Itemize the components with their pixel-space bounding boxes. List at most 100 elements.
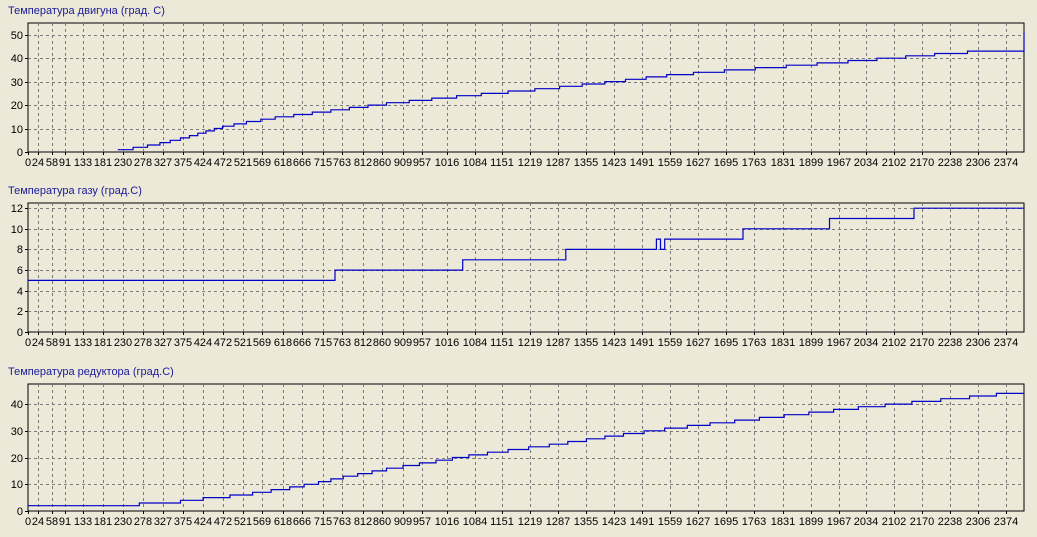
x-tick-label: 1016 bbox=[435, 516, 459, 528]
x-tick-label: 1695 bbox=[714, 157, 738, 169]
x-tick-label: 618 bbox=[274, 337, 292, 349]
x-tick-label: 521 bbox=[234, 516, 252, 528]
x-tick-label: 472 bbox=[214, 516, 232, 528]
x-tick-label: 715 bbox=[314, 337, 332, 349]
x-tick-label: 278 bbox=[134, 157, 152, 169]
x-tick-label: 2238 bbox=[938, 337, 962, 349]
x-tick-label: 91 bbox=[59, 157, 71, 169]
x-tick-label: 569 bbox=[253, 516, 271, 528]
x-tick-label: 230 bbox=[114, 516, 132, 528]
x-tick-label: 2374 bbox=[994, 516, 1018, 528]
x-tick-label: 230 bbox=[114, 157, 132, 169]
x-tick-label: 1151 bbox=[490, 516, 514, 528]
x-tick-label: 181 bbox=[94, 337, 112, 349]
x-tick-label: 424 bbox=[194, 157, 212, 169]
x-tick-label: 2374 bbox=[994, 337, 1018, 349]
x-tick-label: 1899 bbox=[799, 516, 823, 528]
x-tick-label: 909 bbox=[394, 516, 412, 528]
y-tick-label: 0 bbox=[17, 147, 23, 159]
x-tick-label: 1899 bbox=[799, 337, 823, 349]
x-tick-label: 1491 bbox=[630, 516, 654, 528]
chart-gas-temperature: 0 24 58 91 133 181 230 278 327 375 424 472 521 569 618… bbox=[11, 202, 1025, 349]
x-tick-label: 2034 bbox=[854, 337, 878, 349]
y-tick-label: 40 bbox=[11, 399, 23, 411]
x-tick-label: 1084 bbox=[463, 516, 487, 528]
x-tick-label: 1355 bbox=[574, 157, 598, 169]
x-tick-label: 327 bbox=[154, 516, 172, 528]
x-tick-label: 0 bbox=[25, 157, 31, 169]
x-tick-label: 1287 bbox=[546, 337, 570, 349]
x-tick-label: 1559 bbox=[658, 337, 682, 349]
x-tick-label: 2238 bbox=[938, 516, 962, 528]
x-tick-label: 181 bbox=[94, 157, 112, 169]
x-tick-label: 812 bbox=[354, 157, 372, 169]
x-tick-label: 860 bbox=[373, 337, 391, 349]
x-tick-label: 1084 bbox=[463, 337, 487, 349]
x-tick-label: 1967 bbox=[827, 157, 851, 169]
x-tick-label: 91 bbox=[59, 337, 71, 349]
x-tick-label: 1763 bbox=[742, 157, 766, 169]
x-tick-label: 1016 bbox=[435, 337, 459, 349]
x-tick-label: 860 bbox=[373, 157, 391, 169]
x-tick-label: 909 bbox=[394, 337, 412, 349]
y-tick-label: 4 bbox=[17, 286, 23, 298]
y-tick-label: 40 bbox=[11, 53, 23, 65]
y-tick-label: 0 bbox=[17, 506, 23, 518]
x-tick-label: 521 bbox=[234, 157, 252, 169]
plot-area bbox=[27, 22, 1025, 153]
x-tick-label: 327 bbox=[154, 337, 172, 349]
x-tick-label: 2034 bbox=[854, 157, 878, 169]
x-tick-label: 1423 bbox=[602, 516, 626, 528]
y-tick-label: 10 bbox=[11, 224, 23, 236]
x-tick-label: 2306 bbox=[966, 157, 990, 169]
x-tick-label: 666 bbox=[293, 516, 311, 528]
y-tick-label: 12 bbox=[11, 203, 23, 215]
x-tick-label: 181 bbox=[94, 516, 112, 528]
x-tick-label: 1559 bbox=[658, 157, 682, 169]
x-tick-label: 24 bbox=[32, 157, 44, 169]
x-tick-label: 24 bbox=[32, 516, 44, 528]
x-tick-label: 1491 bbox=[630, 157, 654, 169]
x-tick-label: 91 bbox=[59, 516, 71, 528]
x-tick-label: 230 bbox=[114, 337, 132, 349]
x-tick-label: 763 bbox=[333, 516, 351, 528]
x-tick-label: 618 bbox=[274, 157, 292, 169]
x-tick-label: 2306 bbox=[966, 516, 990, 528]
y-tick-label: 2 bbox=[17, 306, 23, 318]
x-tick-label: 375 bbox=[174, 516, 192, 528]
x-tick-label: 1695 bbox=[714, 337, 738, 349]
x-tick-label: 2170 bbox=[910, 337, 934, 349]
plot-area bbox=[27, 202, 1025, 333]
x-tick-label: 2306 bbox=[966, 337, 990, 349]
x-tick-label: 957 bbox=[413, 516, 431, 528]
x-tick-label: 424 bbox=[194, 337, 212, 349]
x-tick-label: 1831 bbox=[771, 337, 795, 349]
x-tick-label: 375 bbox=[174, 157, 192, 169]
series-line bbox=[28, 207, 1024, 281]
x-tick-label: 1831 bbox=[771, 516, 795, 528]
x-tick-label: 1016 bbox=[435, 157, 459, 169]
x-tick-label: 24 bbox=[32, 337, 44, 349]
x-tick-label: 1491 bbox=[630, 337, 654, 349]
chart-title-gas: Температура газу (град.С) bbox=[8, 185, 142, 197]
x-tick-label: 2170 bbox=[910, 157, 934, 169]
x-tick-label: 133 bbox=[74, 157, 92, 169]
x-tick-label: 763 bbox=[333, 337, 351, 349]
chart-engine-temperature: 0 24 58 91 133 181 230 278 327 375 424 472 521 569 618… bbox=[11, 22, 1025, 169]
series-line bbox=[117, 32, 1025, 151]
x-tick-label: 375 bbox=[174, 337, 192, 349]
x-tick-label: 1355 bbox=[574, 516, 598, 528]
x-tick-label: 1423 bbox=[602, 337, 626, 349]
x-tick-label: 1287 bbox=[546, 157, 570, 169]
y-tick-label: 8 bbox=[17, 244, 23, 256]
x-tick-label: 957 bbox=[413, 157, 431, 169]
x-tick-label: 1695 bbox=[714, 516, 738, 528]
x-tick-label: 1763 bbox=[742, 516, 766, 528]
x-tick-label: 2102 bbox=[882, 157, 906, 169]
x-tick-label: 1967 bbox=[827, 516, 851, 528]
x-tick-label: 1151 bbox=[490, 337, 514, 349]
plot-area bbox=[27, 383, 1025, 512]
x-tick-label: 2374 bbox=[994, 157, 1018, 169]
x-tick-label: 472 bbox=[214, 157, 232, 169]
y-tick-label: 10 bbox=[11, 479, 23, 491]
